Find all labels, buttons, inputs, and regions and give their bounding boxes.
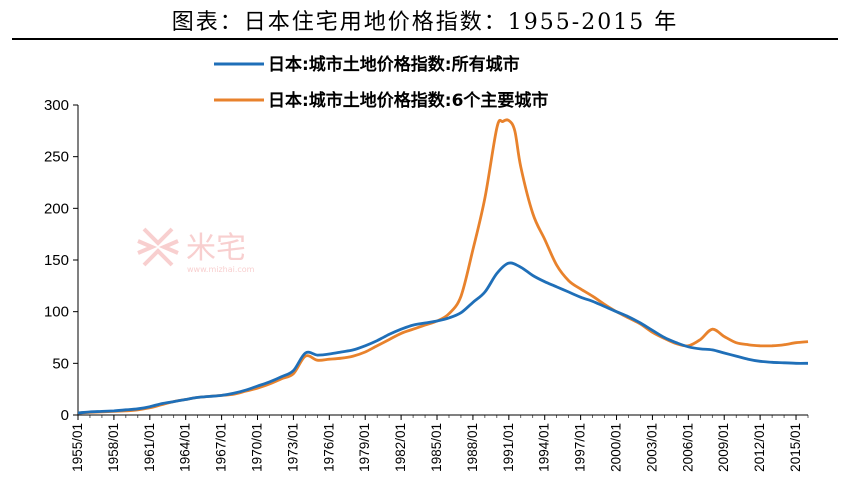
x-tick-label: 2000/01 [609,423,624,472]
x-tick-label: 1997/01 [573,423,588,472]
x-tick-label: 1979/01 [357,423,372,472]
watermark-brand: 米宅 [186,231,246,266]
y-tick-label: 50 [52,355,69,372]
x-tick-label: 1988/01 [465,423,480,472]
chart-title: 图表：日本住宅用地价格指数：1955-2015 年 [171,10,679,35]
y-tick-label: 200 [44,200,69,217]
series-lines [77,118,809,415]
axes: 0 50 100 150 200 250 300 1955/01 1958/01 1961/01 1… [44,97,809,472]
x-tick-label: 2009/01 [716,423,731,472]
x-tick-label: 1967/01 [214,423,229,472]
x-tick-label: 1955/01 [70,423,85,472]
y-tick-label: 150 [44,252,69,269]
x-tick-label: 1973/01 [285,423,300,472]
legend-label-six-cities: 日本:城市土地价格指数:6个主要城市 [268,90,548,111]
x-tick-label: 1982/01 [393,423,408,472]
x-tick-label: 1970/01 [250,423,265,472]
watermark-logo-icon [137,227,179,267]
watermark: 米宅 www.mizhai.com [137,227,255,274]
x-tick-label: 2006/01 [680,423,695,472]
y-tick-label: 300 [44,97,69,114]
watermark-url: www.mizhai.com [187,265,255,274]
x-tick-label: 1991/01 [501,423,516,472]
y-tick-label: 250 [44,149,69,166]
x-tick-label: 1964/01 [178,423,193,472]
x-tick-label: 1985/01 [429,423,444,472]
x-tick-label: 2012/01 [752,423,767,472]
legend: 日本:城市土地价格指数:所有城市 日本:城市土地价格指数:6个主要城市 [214,54,548,111]
y-tick-label: 100 [44,304,69,321]
y-tick-label: 0 [61,407,69,424]
legend-label-all-cities: 日本:城市土地价格指数:所有城市 [268,54,520,75]
x-tick-label: 1976/01 [321,423,336,472]
x-tick-label: 1961/01 [142,423,157,472]
title-divider [12,38,838,40]
series-line-all-cities [77,261,809,415]
x-tick-label: 1994/01 [537,423,552,472]
x-tick-label: 2003/01 [644,423,659,472]
x-tick-label: 1958/01 [106,423,121,472]
x-tick-label: 2015/01 [788,423,803,472]
